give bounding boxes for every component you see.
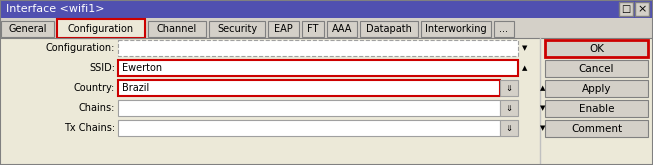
Bar: [360, 21, 418, 37]
Bar: [0, 18, 653, 38]
Text: FT: FT: [308, 24, 319, 34]
Bar: [118, 60, 518, 76]
Bar: [118, 80, 500, 96]
Text: ...: ...: [500, 24, 509, 34]
Bar: [500, 80, 518, 96]
Text: ⇓: ⇓: [505, 123, 513, 132]
Bar: [118, 40, 518, 56]
Bar: [545, 60, 648, 77]
Bar: [0, 38, 653, 165]
Text: Channel: Channel: [157, 24, 197, 34]
Bar: [268, 21, 299, 37]
Text: SSID:: SSID:: [89, 63, 115, 73]
Text: Interface <wifi1>: Interface <wifi1>: [6, 4, 104, 14]
Text: Interworking: Interworking: [425, 24, 487, 34]
Bar: [545, 40, 648, 57]
Bar: [500, 120, 518, 136]
Text: Country:: Country:: [74, 83, 115, 93]
Text: Cancel: Cancel: [579, 64, 614, 73]
Bar: [57, 19, 145, 38]
Bar: [148, 21, 206, 37]
Text: ▲: ▲: [522, 65, 528, 71]
Text: ▼: ▼: [540, 125, 546, 131]
Text: General: General: [8, 24, 47, 34]
Bar: [545, 120, 648, 137]
Text: Enable: Enable: [579, 103, 614, 114]
Text: Security: Security: [217, 24, 257, 34]
Text: □: □: [622, 4, 631, 14]
Text: ⇓: ⇓: [505, 103, 513, 113]
Bar: [545, 80, 648, 97]
Bar: [494, 21, 514, 37]
Text: Ewerton: Ewerton: [122, 63, 162, 73]
Bar: [118, 120, 500, 136]
Text: OK: OK: [589, 44, 604, 53]
Text: ×: ×: [637, 4, 646, 14]
Text: ⇓: ⇓: [505, 83, 513, 93]
Bar: [209, 21, 265, 37]
Text: Configuration:: Configuration:: [46, 43, 115, 53]
Bar: [500, 100, 518, 116]
Text: AAA: AAA: [332, 24, 352, 34]
Text: Datapath: Datapath: [366, 24, 412, 34]
Bar: [0, 0, 653, 18]
Bar: [118, 100, 500, 116]
Text: ▼: ▼: [540, 105, 546, 111]
Bar: [635, 2, 649, 16]
Text: Configuration: Configuration: [68, 23, 134, 33]
Text: Tx Chains:: Tx Chains:: [64, 123, 115, 133]
Bar: [545, 100, 648, 117]
Text: Brazil: Brazil: [122, 83, 150, 93]
Text: EAP: EAP: [274, 24, 293, 34]
Text: Chains:: Chains:: [78, 103, 115, 113]
Text: Apply: Apply: [582, 83, 611, 94]
Text: ▼: ▼: [522, 45, 528, 51]
Bar: [421, 21, 491, 37]
Bar: [619, 2, 633, 16]
Text: ▲: ▲: [540, 85, 546, 91]
Text: Comment: Comment: [571, 123, 622, 133]
Bar: [327, 21, 357, 37]
Bar: [302, 21, 324, 37]
Bar: [1, 21, 54, 37]
